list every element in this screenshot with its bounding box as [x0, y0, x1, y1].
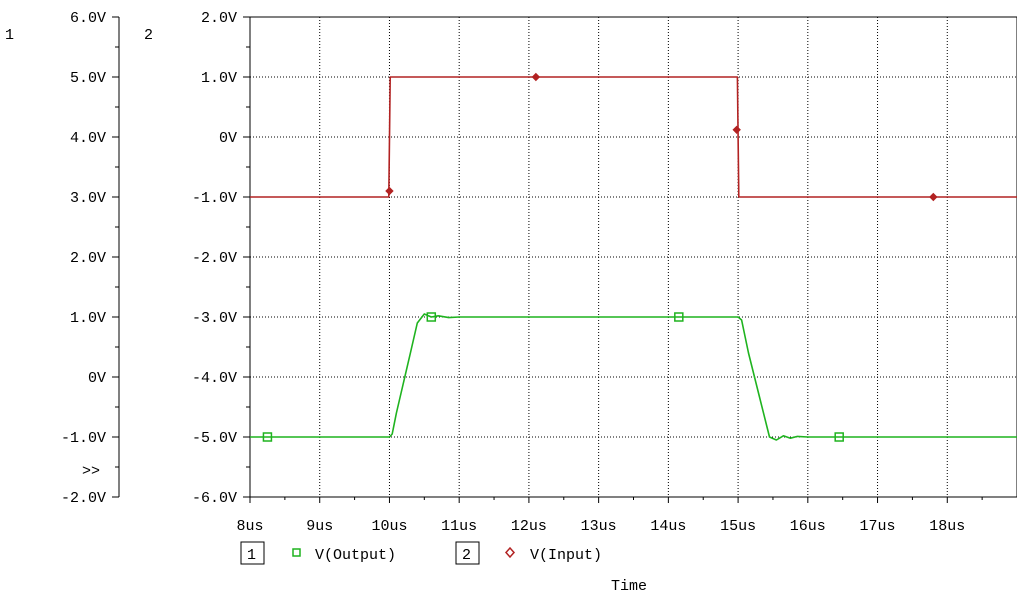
axis-2-tick-label: 0V — [219, 130, 237, 147]
axis-1-tick-label: 4.0V — [70, 130, 106, 147]
x-axis-tick-label: 18us — [929, 518, 965, 535]
axis-1-tick-label: -2.0V — [61, 490, 106, 507]
x-axis-tick-label: 16us — [790, 518, 826, 535]
axis-2-tick-label: -3.0V — [192, 310, 237, 327]
legend-2-box — [455, 541, 480, 565]
axis-1-overflow-marker: >> — [82, 463, 100, 480]
x-axis-tick-label: 17us — [860, 518, 896, 535]
x-axis-tick-label: 11us — [441, 518, 477, 535]
x-axis-label: Time — [611, 578, 647, 595]
legend: 1 V(Output) 2 V(Input) — [240, 541, 602, 565]
axis-2-tick-label: -1.0V — [192, 190, 237, 207]
square-icon — [292, 548, 301, 557]
axis-1-tick-label: 6.0V — [70, 10, 106, 27]
axis-1-tick-label: 5.0V — [70, 70, 106, 87]
series-marker-diamond — [385, 186, 394, 196]
x-axis-tick-label: 13us — [581, 518, 617, 535]
x-axis-tick-label: 9us — [306, 518, 333, 535]
series-line-V(Output) — [250, 313, 1017, 441]
x-axis-tick-label: 14us — [650, 518, 686, 535]
series-marker-square — [426, 312, 437, 322]
axis-1-tick-label: 1.0V — [70, 310, 106, 327]
legend-1-label: V(Output) — [315, 547, 396, 564]
axis-1-tick-label: -1.0V — [61, 430, 106, 447]
axis-2-tick-label: 1.0V — [201, 70, 237, 87]
axis-1-id: 1 — [5, 27, 14, 44]
legend-1-id: 1 — [247, 547, 256, 564]
x-axis-tick-label: 8us — [236, 518, 263, 535]
axis-2-tick-label: -2.0V — [192, 250, 237, 267]
legend-1-box — [240, 541, 265, 565]
series-marker-square — [834, 432, 844, 442]
x-axis-tick-label: 10us — [371, 518, 407, 535]
axis-2-tick-label: -6.0V — [192, 490, 237, 507]
series-marker-square — [262, 432, 273, 442]
axis-2-id: 2 — [144, 27, 153, 44]
axis-2-tick-label: -4.0V — [192, 370, 237, 387]
x-axis-ticks: 8us 9us 10us 11us 12us 13us 14us 15us 16us 17us 18… — [236, 497, 983, 535]
axis-2-tick-label: -5.0V — [192, 430, 237, 447]
series-marker-diamond — [732, 125, 741, 135]
series-line-V(Input) — [250, 76, 1017, 198]
axis-1-tick-label: 2.0V — [70, 250, 106, 267]
series-marker-diamond — [531, 72, 541, 82]
series-group — [250, 72, 1017, 442]
axis-1-tick-label: 3.0V — [70, 190, 106, 207]
series-marker-diamond — [929, 192, 938, 202]
x-axis-tick-label: 12us — [511, 518, 547, 535]
grid — [250, 17, 1017, 497]
x-axis-tick-label: 15us — [720, 518, 756, 535]
axis-2-tick-label: 2.0V — [201, 10, 237, 27]
legend-2-label: V(Input) — [530, 547, 602, 564]
series-marker-square — [674, 312, 684, 322]
axis-1-ticks: 6.0V 5.0V 4.0V 3.0V 2.0V 1.0V 0V -1.0V -2.0V — [61, 10, 119, 507]
legend-2-id: 2 — [462, 547, 471, 564]
diamond-icon — [504, 546, 516, 559]
axis-2-ticks: 2.0V 1.0V 0V -1.0V -2.0V -3.0V -4.0V -5.0V -6.0V — [192, 10, 250, 507]
axis-1-tick-label: 0V — [88, 370, 106, 387]
